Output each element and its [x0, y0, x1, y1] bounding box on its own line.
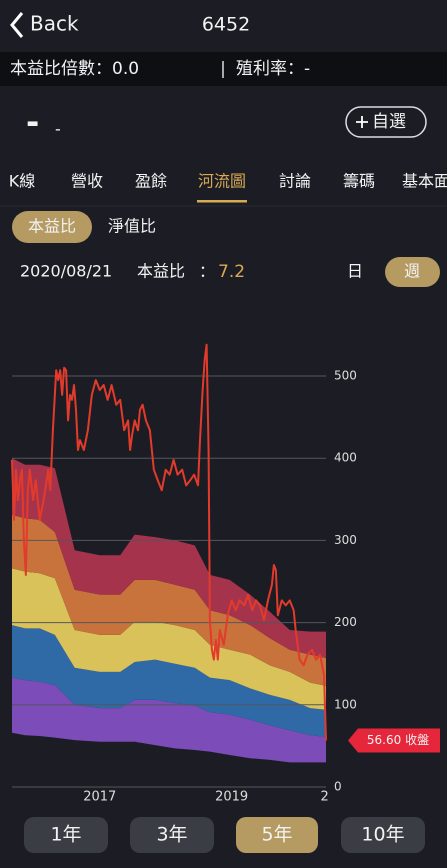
y-tick-label: 0	[334, 780, 342, 794]
tab[interactable]: 河流圖	[198, 172, 246, 191]
range-button[interactable]	[130, 817, 214, 853]
range-button[interactable]	[341, 817, 425, 853]
price: -	[26, 103, 39, 141]
range-label[interactable]: 3年	[156, 824, 187, 846]
stat-sep: ：	[199, 262, 215, 281]
x-tick-label: 2017	[83, 790, 116, 805]
freq[interactable]: 日	[347, 262, 363, 281]
tab[interactable]: 營收	[71, 172, 103, 191]
chart: 0 100 200 300 400 500 2017 2019 2 56.60 收盤	[11, 343, 440, 805]
price-line	[11, 343, 327, 741]
x-tick-label: 2	[321, 790, 329, 805]
tab[interactable]: K線	[9, 172, 36, 191]
subtab[interactable]: 淨值比	[108, 217, 156, 236]
x-tick-label: 2019	[215, 790, 248, 805]
subtab[interactable]: 本益比	[28, 217, 76, 236]
y-tick-label: 300	[334, 533, 357, 547]
title: 6452	[202, 14, 250, 36]
tab[interactable]: 基本面	[402, 172, 447, 191]
subtab-active[interactable]	[12, 211, 92, 243]
river-band	[12, 514, 326, 686]
tab[interactable]: 盈餘	[135, 172, 167, 191]
range-label[interactable]: 10年	[361, 824, 404, 846]
range-label[interactable]: 5年	[261, 824, 292, 846]
river-band	[12, 568, 326, 710]
tab[interactable]: 討論	[279, 172, 311, 191]
freq[interactable]: 週	[404, 262, 420, 281]
freq-active[interactable]	[385, 257, 440, 287]
range-button[interactable]	[236, 817, 318, 853]
stat-label: 本益比	[137, 262, 185, 281]
tab[interactable]: 籌碼	[343, 172, 375, 191]
stat-date: 2020/08/21	[20, 262, 112, 281]
back[interactable]: Back	[30, 12, 79, 36]
back-icon[interactable]	[10, 12, 24, 38]
watch-button[interactable]	[345, 106, 427, 138]
close-tag	[348, 728, 440, 753]
river-band	[12, 625, 326, 737]
change: -	[55, 120, 61, 139]
river-band	[12, 677, 326, 763]
y-tick-label: 100	[334, 697, 357, 711]
stat-value: 7.2	[218, 262, 245, 282]
plus-icon	[356, 116, 368, 128]
range-button[interactable]	[24, 817, 108, 853]
y-tick-label: 400	[334, 451, 357, 465]
yield-info: 殖利率：-	[236, 59, 310, 79]
range-label[interactable]: 1年	[50, 824, 81, 846]
watch-label[interactable]: 自選	[372, 112, 406, 132]
y-tick-label: 500	[334, 369, 357, 383]
pe-info: 本益比倍數：0.0	[10, 59, 139, 79]
close-label: 56.60 收盤	[367, 733, 429, 747]
river-band	[12, 458, 326, 658]
tab-underline	[197, 200, 247, 203]
y-tick-label: 200	[334, 615, 357, 629]
